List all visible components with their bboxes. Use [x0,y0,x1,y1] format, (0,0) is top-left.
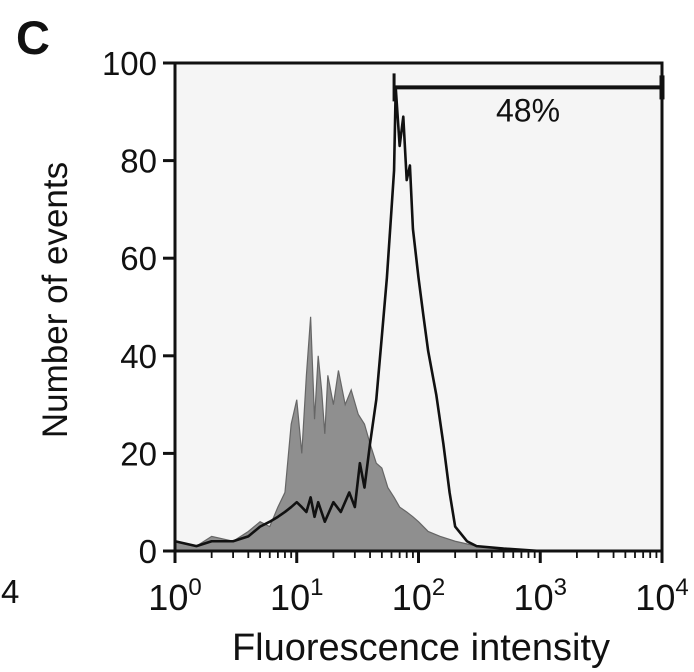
x-axis-tick-label: 103 [514,574,567,618]
histogram-series [174,86,662,553]
left-edge-label: 4 [1,573,19,610]
x-axis-tick-label: 102 [392,574,445,618]
x-axis-tick-label: 101 [270,574,323,618]
chart-axes: 0 20 40 60 80 100 100 101 102 103 104 [102,45,689,618]
gate-percentage-label: 48% [496,92,560,128]
y-axis-tick-label: 40 [120,338,157,375]
x-axis-label: Fluorescence intensity [232,627,610,669]
panel-label: C [16,11,50,64]
y-axis-tick-label: 60 [120,240,157,277]
outline-histogram-line [174,86,662,553]
y-axis-tick-label: 20 [120,435,157,472]
y-axis-tick-label: 100 [102,45,157,82]
plot-area-background [175,63,662,551]
x-axis-tick-label: 100 [148,574,201,618]
y-axis-tick-label: 0 [139,533,157,570]
y-axis-label: Number of events [36,162,75,438]
y-axis-tick-label: 80 [120,143,157,180]
filled-histogram-area [174,316,662,552]
x-axis-tick-label: 104 [635,574,688,618]
